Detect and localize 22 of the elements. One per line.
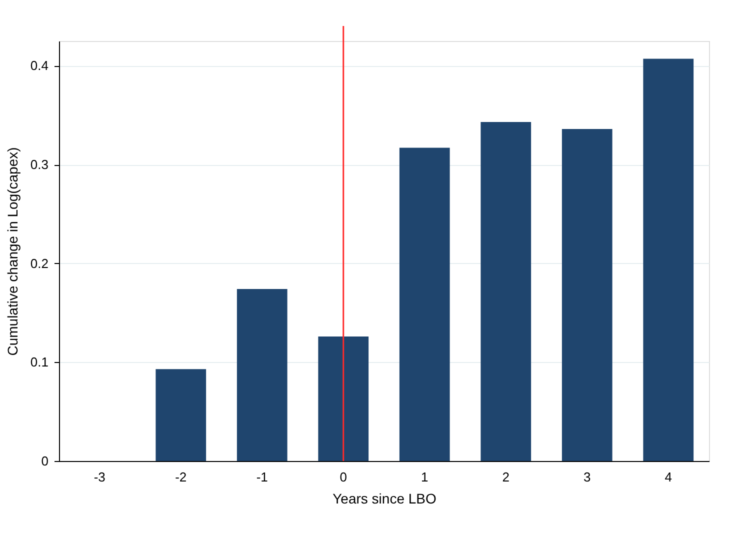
y-axis-title: Cumulative change in Log(capex) [4,147,20,356]
bar [562,128,612,461]
bar [643,58,694,461]
bar [318,336,369,461]
x-tick-label: -1 [256,470,268,484]
y-tick-label: 0.3 [30,157,48,172]
x-tick-label: 1 [421,470,428,484]
x-tick-label: -3 [94,470,106,484]
x-axis-title: Years since LBO [332,490,436,506]
bar [156,369,206,461]
bar [399,148,450,461]
x-tick-label: 4 [664,470,672,484]
y-tick-label: 0 [41,454,48,468]
x-tick-label: 3 [584,470,591,484]
y-tick-label: 0.1 [30,354,48,370]
y-tick-label: 0.2 [30,256,48,271]
x-tick-label: 2 [502,470,510,484]
x-tick-label: 0 [340,470,347,484]
y-tick-label: 0.4 [30,58,48,74]
bar [480,122,532,461]
bar [236,289,288,461]
x-tick-label: -2 [175,470,187,484]
